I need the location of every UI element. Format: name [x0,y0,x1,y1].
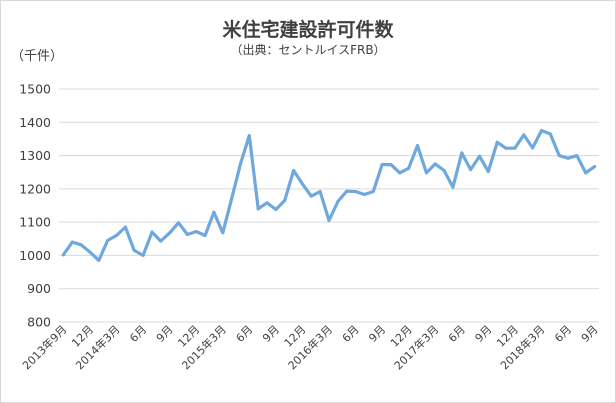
x-tick-label: 6月 [340,323,362,345]
data-point [584,171,588,175]
data-point [336,200,340,204]
x-tick-label: 9月 [154,323,176,345]
data-point [566,156,570,160]
data-point [407,166,411,170]
data-point [442,169,446,173]
x-tick-label: 6月 [446,323,468,345]
data-point [292,169,296,173]
data-point [371,190,375,194]
data-point [70,240,74,244]
data-point [185,232,189,236]
data-point [539,129,543,133]
data-point [79,243,83,247]
series-line [61,129,597,262]
data-point [504,146,508,150]
data-point [168,231,172,235]
data-point [495,140,499,144]
chart-subtitle: （出典：セントルイスFRB） [230,43,386,57]
y-tick-label: 1200 [19,181,51,196]
data-point [531,146,535,150]
data-point [362,193,366,197]
data-point [194,229,198,233]
data-point [212,210,216,214]
data-point [150,230,154,234]
data-point [416,144,420,148]
x-tick-label: 6月 [552,323,574,345]
data-point [398,171,402,175]
data-point [345,189,349,193]
data-point [265,201,269,205]
y-tick-label: 900 [27,281,51,296]
x-tick-label: 9月 [366,323,388,345]
data-point [593,165,597,169]
y-tick-label: 1000 [19,248,51,263]
data-point [548,132,552,136]
data-point [141,253,145,257]
data-point [256,207,260,211]
data-point [97,258,101,262]
data-point [513,146,517,150]
data-point [318,190,322,194]
data-point [283,199,287,203]
x-tick-label: 9月 [473,323,495,345]
data-point [106,238,110,242]
data-point [132,248,136,252]
data-point [469,168,473,172]
x-tick-label: 9月 [579,323,601,345]
data-point [247,134,251,138]
y-tick-label: 800 [27,315,51,330]
data-point [61,253,65,257]
data-point [300,182,304,186]
data-point [230,197,234,201]
data-point [451,185,455,189]
data-point [177,221,181,225]
data-point [380,163,384,167]
data-point [238,162,242,166]
data-point [115,233,119,237]
y-tick-label: 1100 [19,215,51,230]
data-point [486,170,490,174]
data-point [123,225,127,229]
x-tick-label: 6月 [234,323,256,345]
data-point [327,218,331,222]
data-point [354,190,358,194]
y-tick-label: 1400 [19,115,51,130]
data-point [522,133,526,137]
x-tick-label: 2013年9月 [19,322,69,372]
data-point [557,154,561,158]
data-point [221,231,225,235]
data-point [309,194,313,198]
data-point [433,162,437,166]
y-axis-unit-label: （千件） [11,49,64,64]
chart-title: 米住宅建設許可件数 [222,19,394,41]
y-tick-label: 1500 [19,82,51,97]
data-point [88,250,92,254]
data-point [477,154,481,158]
data-point [274,207,278,211]
data-point [575,154,579,158]
x-tick-label: 6月 [127,323,149,345]
data-point [424,171,428,175]
x-tick-label: 9月 [260,323,282,345]
data-point [159,239,163,243]
y-tick-label: 1300 [19,148,51,163]
data-point [389,163,393,167]
data-point [203,233,207,237]
data-point [460,151,464,155]
